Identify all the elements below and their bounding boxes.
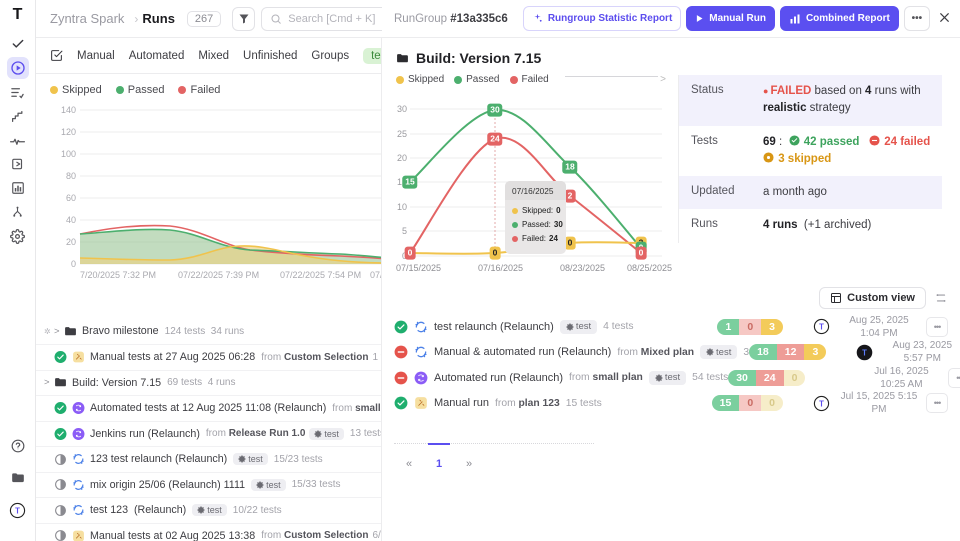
svg-text:40: 40 (66, 215, 76, 225)
svg-text:07/16/2025: 07/16/2025 (478, 263, 523, 273)
svg-text:30: 30 (397, 104, 407, 114)
svg-text:08/23/2025: 08/23/2025 (560, 263, 605, 273)
svg-text:100: 100 (61, 149, 76, 159)
svg-text:08/25/2025: 08/25/2025 (627, 263, 672, 273)
svg-text:T: T (819, 323, 824, 332)
svg-text:120: 120 (61, 127, 76, 137)
svg-text:T: T (862, 348, 867, 357)
svg-text:10: 10 (397, 202, 407, 212)
svg-text:07/15/2025: 07/15/2025 (396, 263, 441, 273)
svg-text:T: T (819, 399, 824, 408)
svg-text:80: 80 (66, 171, 76, 181)
svg-text:07/22/2025 7:39 PM: 07/22/2025 7:39 PM (178, 270, 259, 280)
svg-text:07/22/2025 7:54 P: 07/22/2025 7:54 P (370, 270, 382, 280)
svg-text:0: 0 (71, 259, 76, 269)
svg-text:T: T (15, 506, 20, 515)
svg-text:07/22/2025 7:54 PM: 07/22/2025 7:54 PM (280, 270, 361, 280)
svg-text:140: 140 (61, 105, 76, 115)
svg-text:20: 20 (397, 153, 407, 163)
svg-text:7/20/2025 7:32 PM: 7/20/2025 7:32 PM (80, 270, 156, 280)
svg-text:25: 25 (397, 129, 407, 139)
svg-text:5: 5 (402, 226, 407, 236)
svg-text:20: 20 (66, 237, 76, 247)
svg-text:60: 60 (66, 193, 76, 203)
